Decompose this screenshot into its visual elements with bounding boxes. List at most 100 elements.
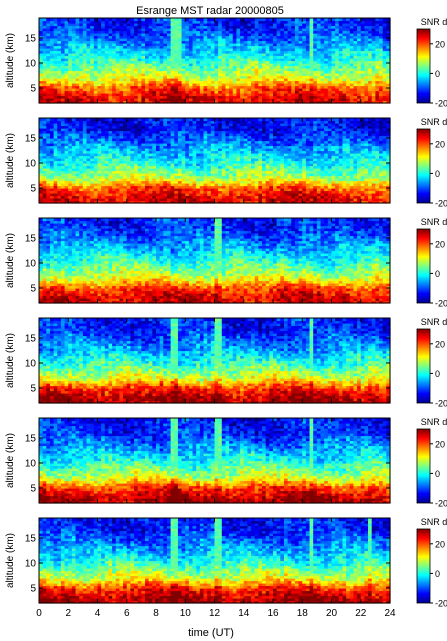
heatmap-cell (166, 43, 172, 47)
heatmap-cell (207, 88, 212, 92)
heatmap-cell (199, 90, 205, 94)
heatmap-cell (145, 95, 150, 99)
heatmap-cell (68, 18, 73, 22)
heatmap-cell (203, 35, 208, 39)
heatmap-cell (108, 90, 113, 94)
heatmap-cell (163, 38, 168, 42)
heatmap-cell (174, 78, 179, 82)
heatmap-cell (159, 50, 164, 54)
heatmap-cell (243, 43, 249, 47)
heatmap-cell (305, 45, 311, 49)
heatmap-cell (207, 70, 212, 74)
heatmap-cell (86, 25, 91, 29)
heatmap-cell (185, 50, 190, 54)
heatmap-cell (313, 53, 318, 57)
heatmap-cell (170, 80, 175, 84)
heatmap-cell (283, 53, 289, 57)
heatmap-cell (240, 68, 245, 72)
heatmap-cell (349, 43, 355, 47)
heatmap-cell (75, 95, 80, 99)
heatmap-cell (163, 20, 168, 24)
heatmap-cell (82, 63, 88, 67)
heatmap-cell (262, 30, 267, 34)
heatmap-cell (196, 68, 201, 72)
heatmap-cell (177, 75, 183, 79)
heatmap-cell (298, 20, 303, 24)
heatmap-cell (60, 38, 66, 42)
heatmap-cell (302, 18, 307, 22)
heatmap-cell (188, 95, 194, 99)
heatmap-cell (156, 100, 161, 104)
heatmap-cell (342, 20, 347, 24)
heatmap-cell (163, 30, 168, 34)
heatmap-cell (60, 98, 66, 102)
heatmap-cell (207, 30, 212, 34)
heatmap-cell (346, 58, 351, 62)
heatmap-cell (115, 98, 121, 102)
heatmap-cell (273, 35, 278, 39)
heatmap-cell (302, 80, 307, 84)
heatmap-cell (353, 38, 358, 42)
heatmap-cell (104, 45, 110, 49)
heatmap-cell (265, 65, 270, 69)
heatmap-cell (192, 83, 197, 87)
heatmap-cell (335, 43, 340, 47)
heatmap-cell (254, 63, 259, 67)
heatmap-cell (159, 63, 164, 67)
heatmap-cell (49, 40, 55, 44)
heatmap-cell (163, 100, 168, 104)
heatmap-cell (108, 85, 113, 89)
heatmap-cell (229, 63, 234, 67)
heatmap-cell (145, 43, 150, 47)
heatmap-cell (276, 88, 281, 92)
heatmap-cell (71, 93, 77, 97)
heatmap-cell (115, 78, 121, 82)
heatmap-cell (57, 28, 62, 32)
heatmap-cell (68, 100, 73, 104)
heatmap-cell (46, 28, 51, 32)
heatmap-cell (276, 83, 281, 87)
heatmap-cell (196, 95, 201, 99)
heatmap-cell (302, 25, 307, 29)
heatmap-cell (305, 63, 311, 67)
heatmap-cell (316, 60, 322, 64)
heatmap-cell (309, 33, 314, 37)
heatmap-cell (229, 43, 234, 47)
heatmap-cell (152, 83, 157, 87)
heatmap-cell (46, 85, 51, 89)
heatmap-cell (57, 83, 62, 87)
heatmap-cell (79, 80, 84, 84)
heatmap-cell (57, 60, 62, 64)
heatmap-cell (262, 80, 267, 84)
heatmap-cell (82, 65, 88, 69)
heatmap-cell (152, 48, 157, 52)
heatmap-cell (141, 20, 146, 24)
heatmap-cell (273, 58, 278, 62)
heatmap-cell (53, 70, 58, 74)
heatmap-cell (181, 68, 186, 72)
heatmap-cell (71, 33, 77, 37)
heatmap-cell (119, 95, 124, 99)
heatmap-cell (240, 18, 245, 22)
heatmap-cell (90, 30, 95, 34)
heatmap-cell (42, 78, 47, 82)
heatmap-cell (166, 33, 172, 37)
heatmap-cell (90, 43, 95, 47)
heatmap-cell (251, 93, 256, 97)
heatmap-cell (291, 48, 296, 52)
heatmap-cell (342, 48, 347, 52)
heatmap-cell (170, 90, 175, 94)
heatmap-cell (320, 30, 325, 34)
heatmap-cell (104, 85, 110, 89)
heatmap-cell (177, 48, 183, 52)
heatmap-cell (327, 90, 333, 94)
heatmap-cell (86, 55, 91, 59)
heatmap-cell (218, 95, 223, 99)
heatmap-cell (188, 48, 194, 52)
heatmap-cell (243, 20, 249, 24)
heatmap-cell (134, 83, 139, 87)
heatmap-cell (90, 28, 95, 32)
heatmap-cell (60, 58, 66, 62)
heatmap-cell (115, 80, 121, 84)
heatmap-cell (112, 83, 117, 87)
